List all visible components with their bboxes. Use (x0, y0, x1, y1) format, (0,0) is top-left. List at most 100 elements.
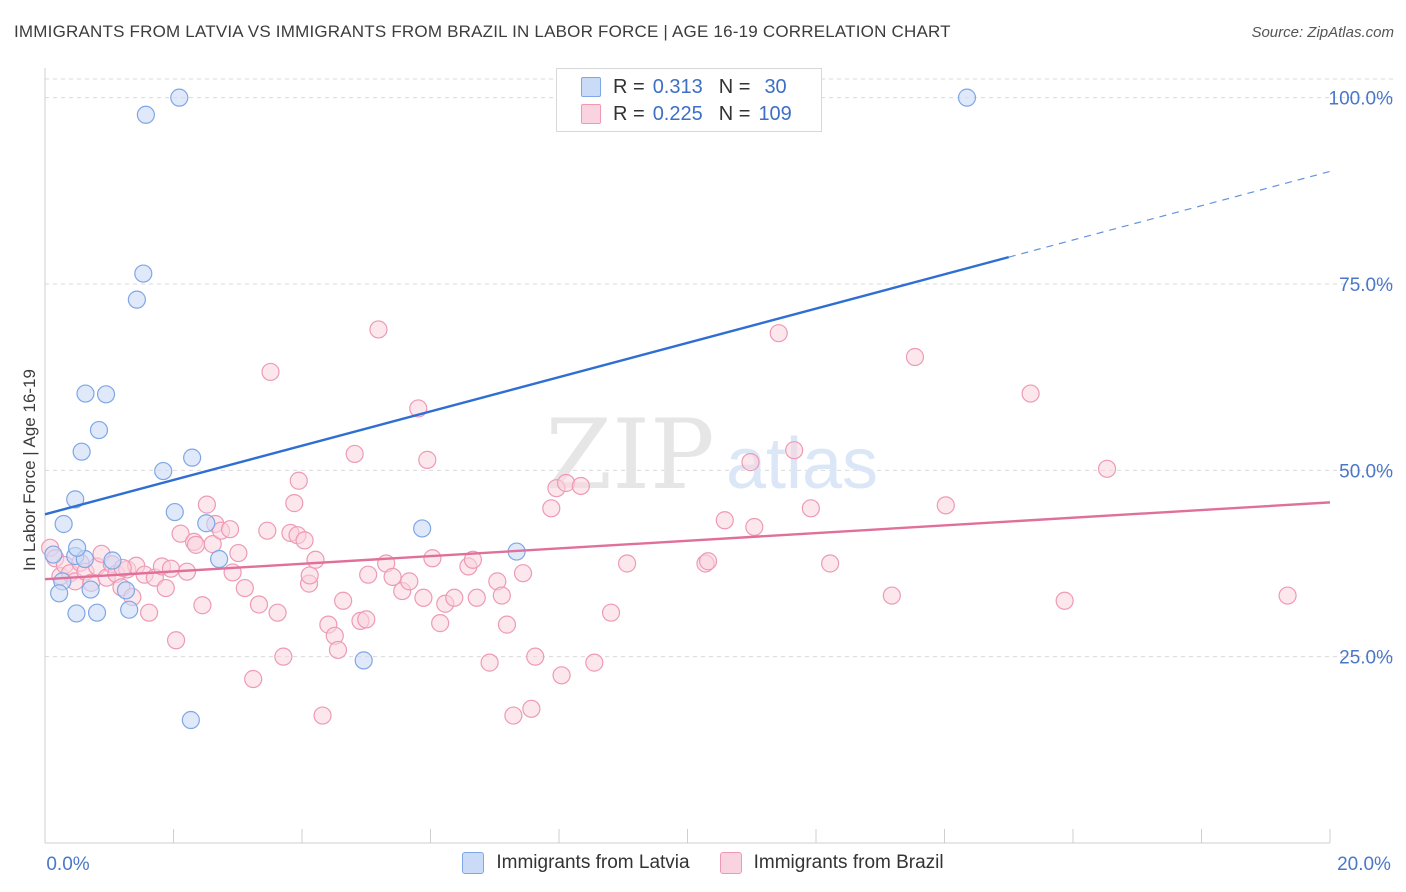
brazil-point (480, 653, 499, 672)
brazil-point (313, 706, 332, 725)
brazil-point (556, 473, 576, 493)
latvia-point (87, 603, 107, 622)
y-tick-label: 75.0% (1339, 275, 1393, 296)
brazil-point (244, 669, 263, 689)
brazil-point (258, 521, 277, 540)
brazil-point (261, 362, 280, 382)
legend-row-latvia: R = 0.313 N = 30 (581, 74, 787, 100)
legend-r-label: R = (613, 102, 645, 125)
watermark: ZIP atlas (545, 399, 878, 511)
watermark-zip: ZIP (545, 399, 714, 511)
brazil-point (741, 453, 760, 472)
latvia-point (81, 580, 100, 599)
latvia-point (72, 442, 91, 461)
latvia-point (120, 600, 139, 619)
brazil-point (359, 565, 378, 584)
y-tick-label: 25.0% (1339, 648, 1393, 669)
brazil-point (467, 588, 486, 607)
brazil-point (785, 441, 804, 460)
brazil-point (1097, 459, 1117, 478)
brazil-point (504, 706, 523, 725)
brazil-point (295, 531, 314, 550)
latvia-point (354, 651, 373, 670)
brazil-point (1055, 591, 1074, 610)
brazil-point (601, 603, 621, 622)
brazil-point (522, 699, 541, 718)
brazil-point (268, 603, 287, 622)
latvia-point (210, 549, 229, 569)
latvia-point (96, 385, 116, 404)
legend-r-label: R = (613, 75, 645, 98)
latvia-trend-line (44, 255, 1010, 516)
brazil-point (513, 564, 533, 583)
latvia-point (154, 461, 173, 481)
brazil-point (492, 586, 511, 605)
y-tick-label: 50.0% (1339, 461, 1393, 482)
latvia-trend-extension (1008, 170, 1331, 258)
latvia-point (116, 581, 136, 600)
legend-swatch-latvia (462, 852, 485, 874)
brazil-point (1278, 586, 1297, 605)
brazil-point (357, 610, 376, 629)
x-tick-labels: 0.0% 20.0% (46, 854, 1391, 875)
brazil-point (156, 578, 175, 598)
brazil-point (334, 591, 353, 610)
brazil-point (300, 566, 319, 585)
brazil-point (289, 471, 308, 490)
latvia-point (170, 88, 189, 107)
correlation-legend: R = 0.313 N = 30 R = 0.225 N = 109 (556, 68, 822, 132)
brazil-point (542, 499, 561, 518)
brazil-point (193, 596, 212, 615)
trend-lines (44, 170, 1331, 581)
brazil-point (571, 476, 590, 496)
latvia-point (181, 710, 200, 730)
brazil-point (285, 494, 304, 513)
legend-r-value: 0.313 (652, 75, 703, 98)
legend-swatch-brazil (719, 852, 742, 874)
legend-n-value: 109 (758, 102, 792, 125)
legend-item-latvia[interactable]: Immigrants from Latvia (462, 852, 690, 874)
latvia-point (103, 551, 122, 570)
brazil-point (882, 586, 901, 605)
brazil-point (445, 588, 464, 607)
brazil-point (197, 495, 217, 514)
brazil-point (585, 653, 604, 672)
brazil-trend-line (44, 501, 1331, 581)
legend-r-value: 0.225 (652, 102, 703, 125)
source-credit: Source: ZipAtlas.com (1251, 24, 1394, 41)
gridlines (45, 78, 1395, 658)
brazil-point (220, 520, 240, 539)
legend-row-brazil: R = 0.225 N = 109 (581, 101, 792, 127)
y-tick-label: 100.0% (1329, 89, 1394, 110)
brazil-point (745, 517, 764, 537)
brazil-point (369, 320, 388, 339)
legend-label-brazil: Immigrants from Brazil (753, 852, 944, 873)
latvia-point (54, 514, 73, 534)
brazil-point (328, 640, 348, 660)
brazil-point (1021, 384, 1040, 403)
brazil-point (698, 552, 718, 571)
brazil-point (186, 535, 206, 554)
series-brazil-points (41, 320, 1297, 725)
brazil-point (229, 543, 248, 563)
legend-item-brazil[interactable]: Immigrants from Brazil (719, 852, 944, 874)
brazil-point (801, 499, 820, 518)
brazil-point (905, 347, 925, 367)
brazil-point (235, 578, 254, 598)
brazil-point (936, 496, 955, 515)
brazil-point (821, 554, 840, 573)
brazil-point (423, 549, 442, 568)
latvia-point (89, 420, 109, 440)
latvia-point (76, 384, 95, 403)
brazil-point (414, 588, 433, 607)
chart-title: IMMIGRANTS FROM LATVIA VS IMMIGRANTS FRO… (14, 22, 951, 41)
brazil-point (431, 614, 450, 633)
brazil-point (383, 567, 402, 587)
x-tick-max: 20.0% (1337, 854, 1391, 875)
brazil-point (715, 511, 734, 530)
latvia-point (183, 448, 202, 467)
latvia-point (66, 490, 85, 509)
brazil-point (161, 559, 181, 578)
legend-swatch-brazil (581, 104, 601, 124)
legend-n-value: 30 (764, 75, 787, 98)
